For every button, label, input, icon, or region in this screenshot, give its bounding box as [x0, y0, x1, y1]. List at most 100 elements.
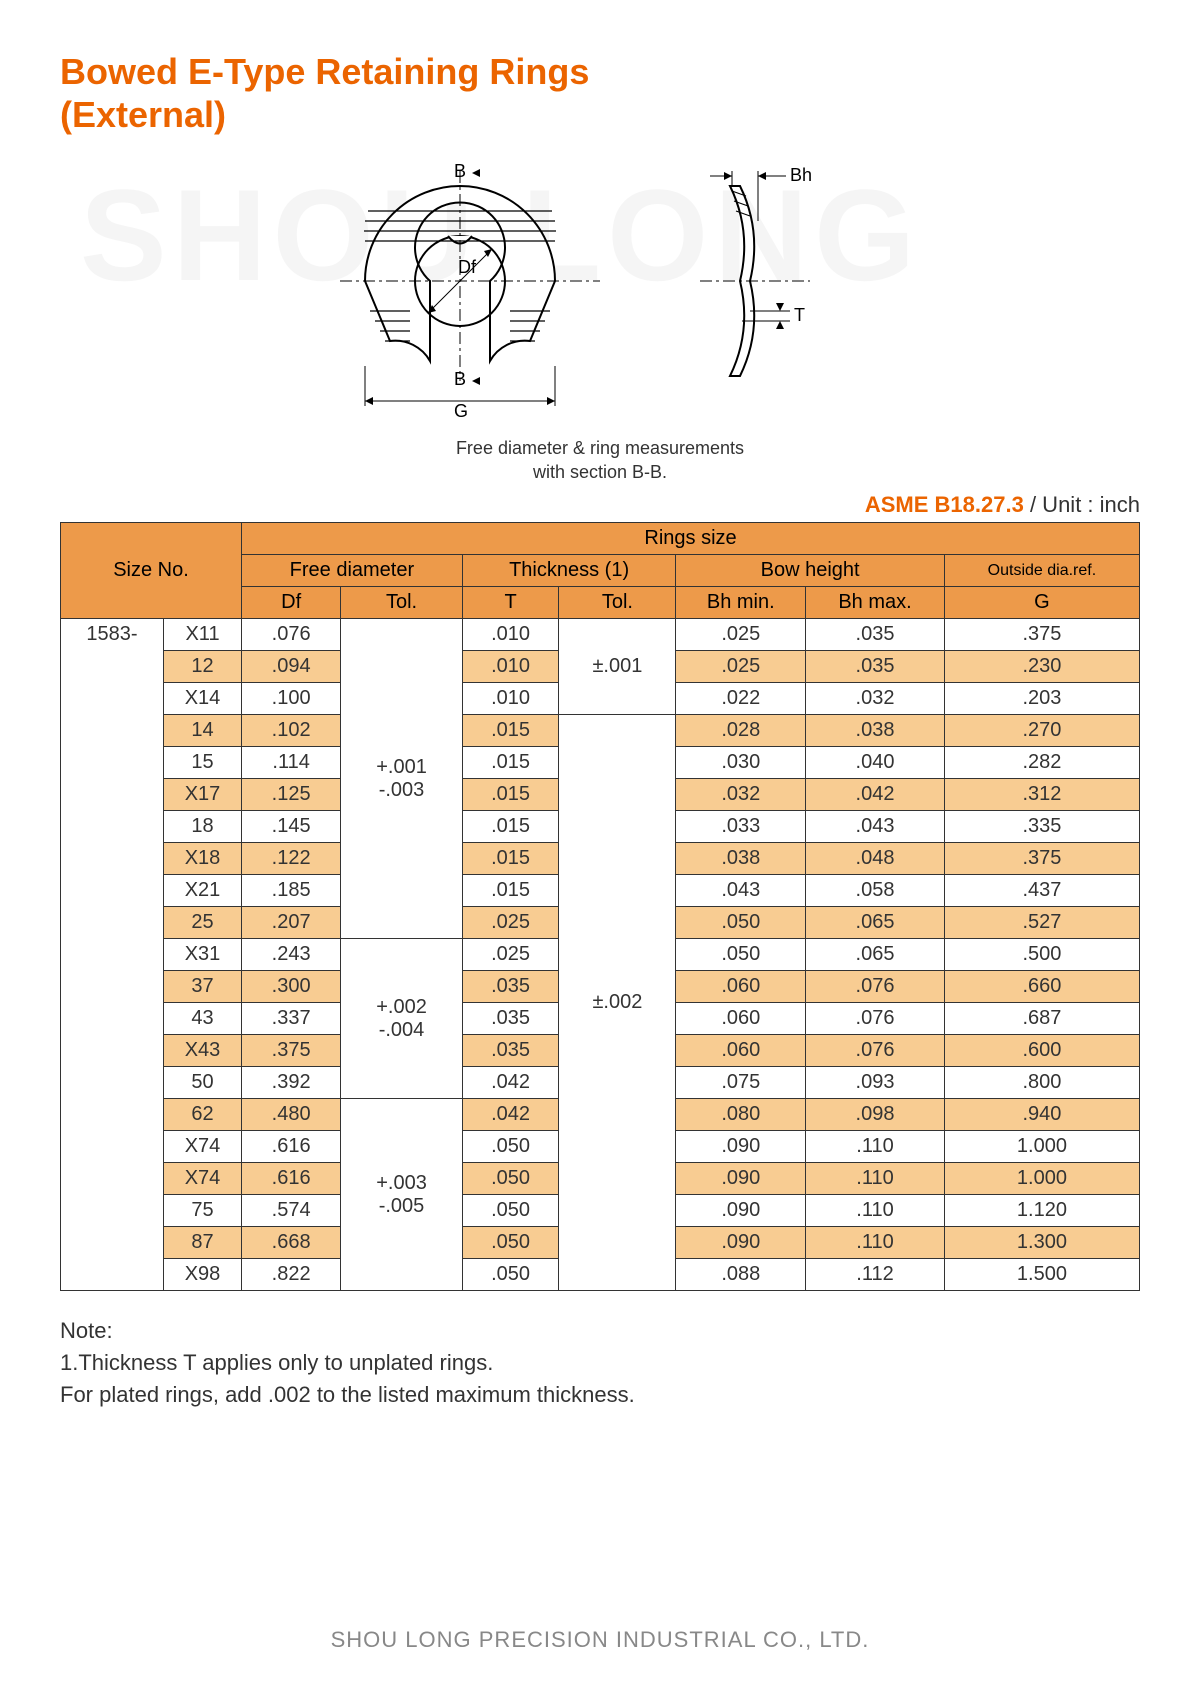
- cell-g: .527: [944, 907, 1139, 939]
- cell-t: .025: [462, 939, 559, 971]
- th-rings-size: Rings size: [242, 523, 1140, 555]
- cell-bhmax: .110: [806, 1163, 945, 1195]
- diagram-caption: Free diameter & ring measurements with s…: [60, 437, 1140, 484]
- cell-size: 43: [164, 1003, 242, 1035]
- cell-t: .050: [462, 1259, 559, 1291]
- cell-t: .042: [462, 1067, 559, 1099]
- cell-t: .050: [462, 1227, 559, 1259]
- spec-code: ASME B18.27.3: [865, 492, 1024, 517]
- cell-g: .203: [944, 683, 1139, 715]
- cell-size: X43: [164, 1035, 242, 1067]
- cell-bhmin: .050: [676, 907, 806, 939]
- cell-g: .375: [944, 619, 1139, 651]
- cell-g: .600: [944, 1035, 1139, 1067]
- spec-line: ASME B18.27.3 / Unit : inch: [60, 492, 1140, 518]
- cell-bhmax: .035: [806, 619, 945, 651]
- cell-bhmax: .035: [806, 651, 945, 683]
- cell-df: .375: [242, 1035, 341, 1067]
- note-line2: For plated rings, add .002 to the listed…: [60, 1379, 1140, 1411]
- title-line1: Bowed E-Type Retaining Rings: [60, 51, 589, 92]
- cell-size: X74: [164, 1131, 242, 1163]
- cell-size: 25: [164, 907, 242, 939]
- cell-size: 14: [164, 715, 242, 747]
- cell-bhmin: .038: [676, 843, 806, 875]
- note-line1: 1.Thickness T applies only to unplated r…: [60, 1347, 1140, 1379]
- cell-bhmin: .090: [676, 1227, 806, 1259]
- cell-bhmax: .048: [806, 843, 945, 875]
- cell-t: .050: [462, 1163, 559, 1195]
- cell-df-tol: +.003 -.005: [341, 1099, 463, 1291]
- th-t: T: [462, 587, 559, 619]
- cell-size: X21: [164, 875, 242, 907]
- cell-t: .035: [462, 971, 559, 1003]
- cell-bhmin: .025: [676, 619, 806, 651]
- cell-size: X31: [164, 939, 242, 971]
- cell-size: X98: [164, 1259, 242, 1291]
- cell-df: .392: [242, 1067, 341, 1099]
- footer-company: SHOU LONG PRECISION INDUSTRIAL CO., LTD.: [0, 1627, 1200, 1653]
- cell-g: .282: [944, 747, 1139, 779]
- spec-table: Size No. Rings size Free diameter Thickn…: [60, 522, 1140, 1291]
- label-g: G: [454, 401, 468, 421]
- cell-g: .270: [944, 715, 1139, 747]
- cell-bhmin: .090: [676, 1195, 806, 1227]
- th-bow: Bow height: [676, 555, 944, 587]
- cell-bhmax: .076: [806, 1003, 945, 1035]
- cell-t: .010: [462, 651, 559, 683]
- cell-g: .800: [944, 1067, 1139, 1099]
- cell-t: .010: [462, 683, 559, 715]
- cell-df: .574: [242, 1195, 341, 1227]
- cell-size: X74: [164, 1163, 242, 1195]
- cell-t: .015: [462, 747, 559, 779]
- cell-bhmin: .043: [676, 875, 806, 907]
- cell-bhmax: .038: [806, 715, 945, 747]
- cell-g: 1.000: [944, 1131, 1139, 1163]
- cell-g: .335: [944, 811, 1139, 843]
- table-row: 14.102.015±.002.028.038.270: [61, 715, 1140, 747]
- note-block: Note: 1.Thickness T applies only to unpl…: [60, 1315, 1140, 1411]
- ring-diagram: Df B B G: [320, 146, 880, 426]
- cell-t-tol: ±.001: [559, 619, 676, 715]
- cell-bhmax: .032: [806, 683, 945, 715]
- cell-bhmin: .030: [676, 747, 806, 779]
- cell-df: .125: [242, 779, 341, 811]
- cell-t: .010: [462, 619, 559, 651]
- cell-bhmin: .090: [676, 1131, 806, 1163]
- cell-bhmax: .040: [806, 747, 945, 779]
- cell-g: 1.120: [944, 1195, 1139, 1227]
- cell-bhmax: .076: [806, 1035, 945, 1067]
- cell-g: .660: [944, 971, 1139, 1003]
- diagram-container: Df B B G: [60, 146, 1140, 484]
- label-df: Df: [458, 257, 477, 277]
- cell-bhmin: .060: [676, 971, 806, 1003]
- label-bh: Bh: [790, 165, 812, 185]
- cell-bhmin: .050: [676, 939, 806, 971]
- cell-g: .230: [944, 651, 1139, 683]
- cell-g: .940: [944, 1099, 1139, 1131]
- cell-g: 1.000: [944, 1163, 1139, 1195]
- prefix-cell: 1583-: [61, 619, 164, 1291]
- cell-df-tol: +.001 -.003: [341, 619, 463, 939]
- cell-df: .337: [242, 1003, 341, 1035]
- cell-size: 15: [164, 747, 242, 779]
- cell-df: .185: [242, 875, 341, 907]
- cell-df: .668: [242, 1227, 341, 1259]
- th-free-dia: Free diameter: [242, 555, 463, 587]
- cell-size: 37: [164, 971, 242, 1003]
- th-bhmax: Bh max.: [806, 587, 945, 619]
- cell-bhmax: .110: [806, 1195, 945, 1227]
- cell-bhmax: .076: [806, 971, 945, 1003]
- th-tol1: Tol.: [341, 587, 463, 619]
- cell-bhmax: .112: [806, 1259, 945, 1291]
- th-outside: Outside dia.ref.: [944, 555, 1139, 587]
- cell-df: .480: [242, 1099, 341, 1131]
- cell-size: 12: [164, 651, 242, 683]
- cell-bhmin: .060: [676, 1035, 806, 1067]
- cell-size: X18: [164, 843, 242, 875]
- cell-g: .375: [944, 843, 1139, 875]
- cell-g: .437: [944, 875, 1139, 907]
- cell-bhmin: .028: [676, 715, 806, 747]
- cell-bhmax: .058: [806, 875, 945, 907]
- cell-t: .015: [462, 875, 559, 907]
- caption-line1: Free diameter & ring measurements: [456, 438, 744, 458]
